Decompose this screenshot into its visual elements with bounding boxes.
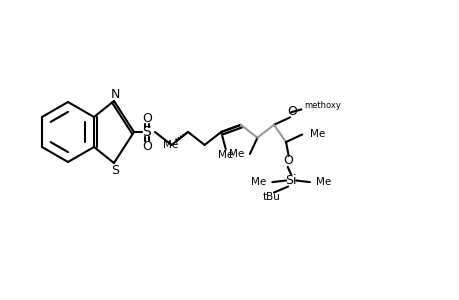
Text: S: S: [142, 125, 151, 139]
Text: Si: Si: [285, 174, 296, 187]
Text: O: O: [142, 140, 151, 152]
Text: methoxy: methoxy: [304, 101, 341, 110]
Text: O: O: [282, 154, 292, 167]
Text: N: N: [110, 88, 119, 100]
Text: Me: Me: [315, 177, 330, 187]
Text: Me: Me: [251, 177, 266, 187]
Text: S: S: [111, 164, 119, 176]
Text: Me: Me: [228, 149, 243, 159]
Text: O: O: [142, 112, 151, 124]
Text: Me: Me: [162, 140, 178, 150]
Text: O: O: [286, 105, 297, 118]
Text: tBu: tBu: [263, 191, 280, 202]
Text: Me: Me: [218, 150, 233, 160]
Text: Me: Me: [309, 130, 325, 140]
